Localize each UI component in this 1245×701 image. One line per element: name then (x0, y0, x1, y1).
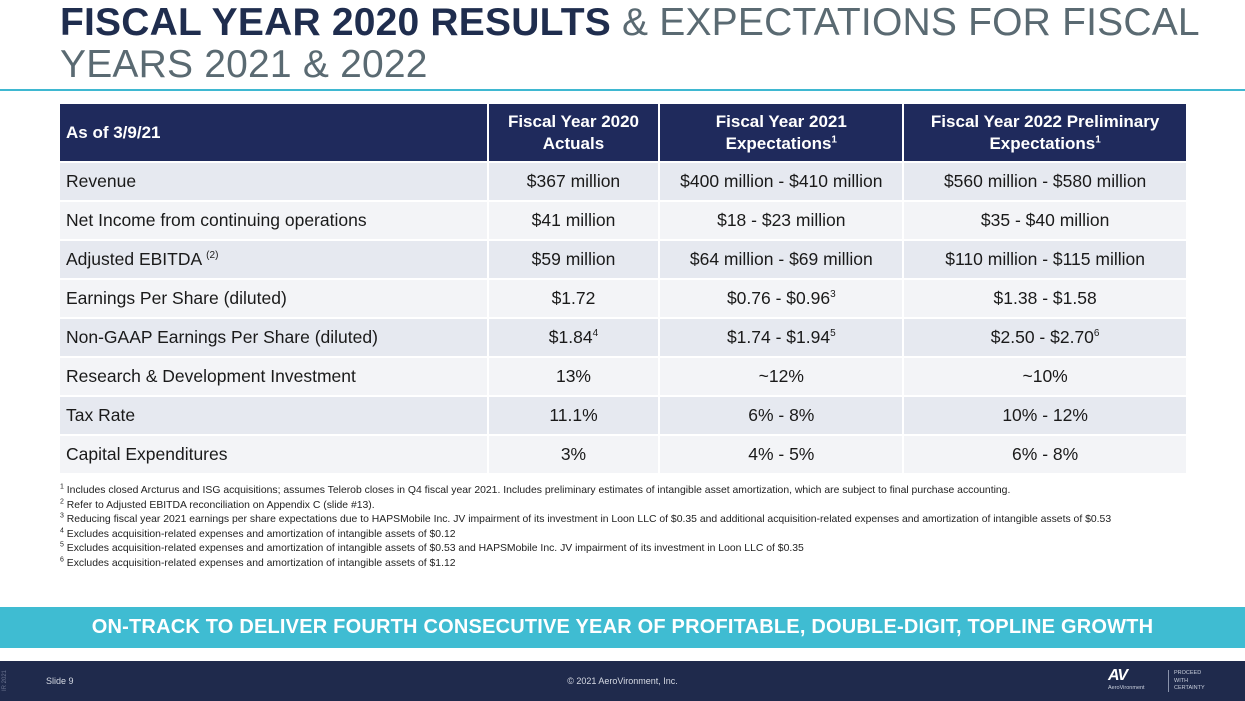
footnote: 2 Refer to Adjusted EBITDA reconciliatio… (60, 498, 375, 511)
row-label: Capital Expenditures (60, 434, 489, 473)
growth-banner: ON-TRACK TO DELIVER FOURTH CONSECUTIVE Y… (0, 607, 1245, 648)
table-body: Revenue $367 million $400 million - $410 m… (60, 161, 1186, 473)
table-cell: 6% - 8% (660, 395, 905, 434)
table-cell: $1.72 (488, 278, 661, 317)
footnote: 5 Excludes acquisition-related expenses … (60, 541, 804, 555)
company-logo: AV AeroVironment (1108, 668, 1160, 694)
table-cell: 4% - 5% (660, 434, 905, 473)
logo-divider (1168, 670, 1169, 692)
table-cell: 13% (488, 356, 661, 395)
header-fy2021: Fiscal Year 2021 Expectations1 (660, 104, 905, 161)
table-cell: $1.38 - $1.58 (904, 278, 1186, 317)
table-row: Earnings Per Share (diluted) $1.72 $0.76 -… (60, 278, 1186, 317)
table-cell: $110 million - $115 million (904, 239, 1186, 278)
logo-tagline: PROCEED WITH CERTAINTY (1174, 670, 1205, 691)
slide-title: FISCAL YEAR 2020 RESULTS & EXPECTATIONS … (60, 2, 1210, 86)
footnote: 3 Reducing fiscal year 2021 earnings per… (60, 512, 1112, 526)
title-divider (0, 89, 1245, 91)
table-cell: 10% - 12% (904, 395, 1186, 434)
table-cell: $2.50 - $2.706 (904, 317, 1186, 356)
table-cell: ~10% (904, 356, 1186, 395)
footnote: 1 Includes closed Arcturus and ISG acqui… (60, 483, 1011, 496)
row-label: Research & Development Investment (60, 356, 489, 395)
table-row: Adjusted EBITDA (2) $59 million $64 million… (60, 239, 1186, 278)
row-label: Tax Rate (60, 395, 489, 434)
table-row: Net Income from continuing operations $41… (60, 200, 1186, 239)
row-label: Adjusted EBITDA (2) (60, 239, 489, 278)
table-cell: $0.76 - $0.963 (660, 278, 905, 317)
table-cell: $35 - $40 million (904, 200, 1186, 239)
row-label: Revenue (60, 161, 489, 200)
slide-title-bold: FISCAL YEAR 2020 RESULTS (60, 1, 611, 44)
table-cell: $59 million (488, 239, 661, 278)
row-label: Net Income from continuing operations (60, 200, 489, 239)
table-cell: 6% - 8% (904, 434, 1186, 473)
table-row: Research & Development Investment 13% ~12%… (60, 356, 1186, 395)
header-as-of: As of 3/9/21 (60, 104, 489, 161)
logo-mark: AV (1108, 667, 1128, 684)
table-row: Capital Expenditures 3% 4% - 5% 6% - 8% (60, 434, 1186, 473)
slide-title-rest: & EXPECTATIONS FOR FISCAL YEARS 2021 & 2… (60, 1, 1199, 86)
table-cell: $1.74 - $1.945 (660, 317, 905, 356)
table-cell: $1.844 (488, 317, 661, 356)
footnote: 6 Excludes acquisition-related expenses … (60, 556, 456, 569)
table-cell: $18 - $23 million (660, 200, 905, 239)
table-row: Tax Rate 11.1% 6% - 8% 10% - 12% (60, 395, 1186, 434)
table-cell: 11.1% (488, 395, 661, 434)
slide-footer: IR 2021 Slide 9 © 2021 AeroVironment, In… (0, 661, 1245, 701)
table-cell: $367 million (488, 161, 661, 200)
slide-number: Slide 9 (46, 676, 74, 686)
table-cell: $64 million - $69 million (660, 239, 905, 278)
table-cell: $560 million - $580 million (904, 161, 1186, 200)
footnotes: 1 Includes closed Arcturus and ISG acqui… (60, 484, 1200, 572)
table-cell: $400 million - $410 million (660, 161, 905, 200)
results-table: As of 3/9/21 Fiscal Year 2020 Actuals Fi… (60, 104, 1186, 473)
copyright: © 2021 AeroVironment, Inc. (567, 676, 678, 686)
table-cell: $41 million (488, 200, 661, 239)
logo-brand: AeroVironment (1108, 685, 1145, 691)
header-fy2022: Fiscal Year 2022 Preliminary Expectation… (904, 104, 1186, 161)
row-label: Earnings Per Share (diluted) (60, 278, 489, 317)
table-row: Revenue $367 million $400 million - $410 m… (60, 161, 1186, 200)
footnote: 4 Excludes acquisition-related expenses … (60, 527, 456, 540)
header-fy2020: Fiscal Year 2020 Actuals (488, 104, 661, 161)
row-label: Non-GAAP Earnings Per Share (diluted) (60, 317, 489, 356)
table-cell: 3% (488, 434, 661, 473)
table-header-row: As of 3/9/21 Fiscal Year 2020 Actuals Fi… (60, 104, 1186, 161)
table-row: Non-GAAP Earnings Per Share (diluted) $1.… (60, 317, 1186, 356)
table-cell: ~12% (660, 356, 905, 395)
